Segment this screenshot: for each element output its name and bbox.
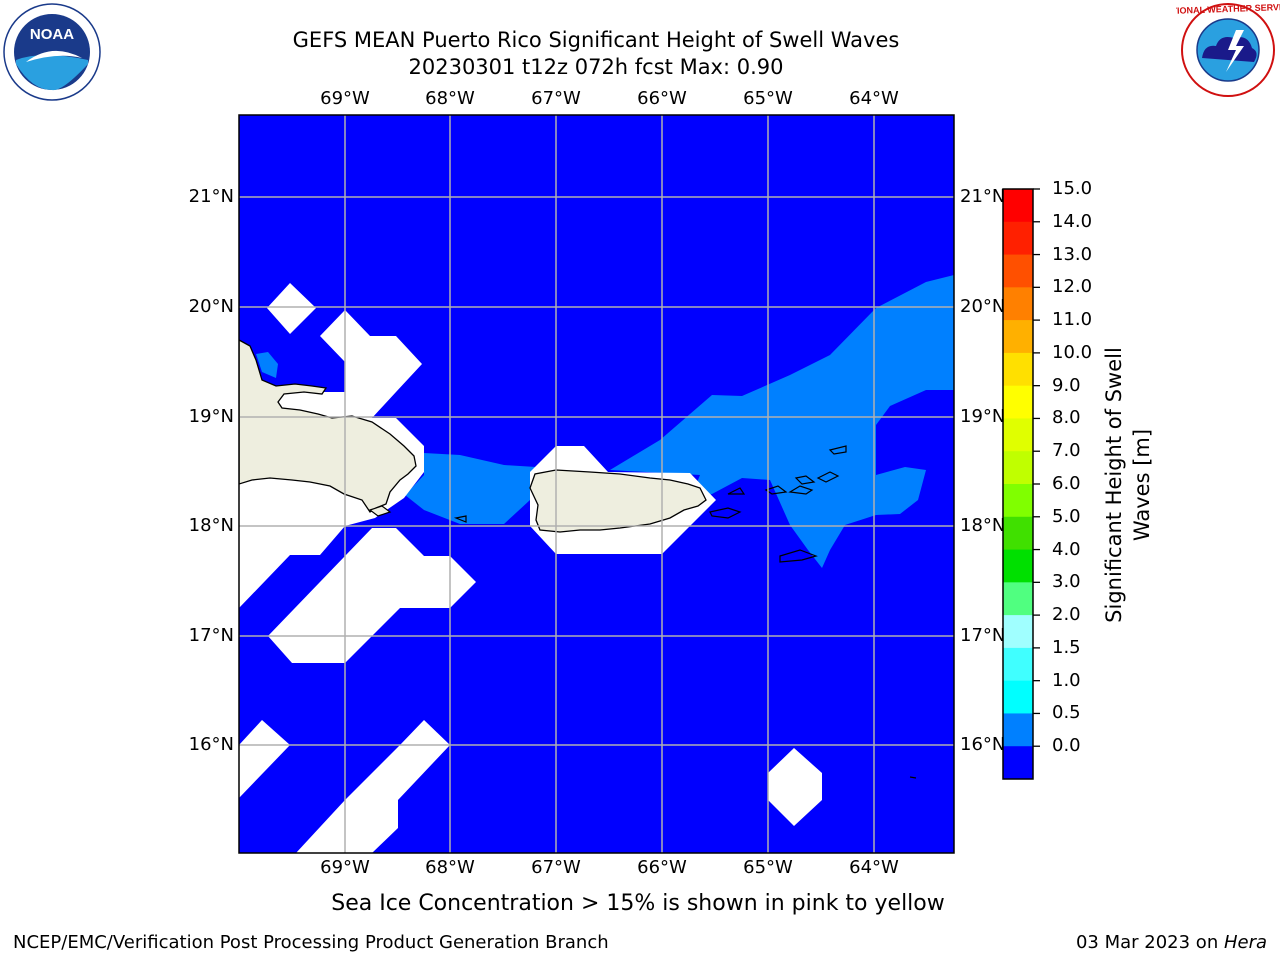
colorbar-tick-label: 14.0 — [1052, 210, 1093, 232]
small-island — [788, 485, 814, 495]
no-data-cell — [268, 528, 476, 663]
colorbar-tick-label: 0.5 — [1052, 702, 1081, 724]
map-plot-area — [239, 115, 954, 853]
colorbar-bin — [1003, 746, 1033, 780]
colorbar-tick-label: 7.0 — [1052, 440, 1081, 462]
colorbar-tick-label: 0.0 — [1052, 735, 1081, 757]
colorbar-tick-marks — [1033, 188, 1040, 747]
colorbar-tick-label: 15.0 — [1052, 178, 1093, 199]
footer-date-text: 03 Mar 2023 on — [1075, 932, 1224, 953]
colorbar-bin — [1003, 484, 1033, 518]
lon-label-top: 65°W — [743, 88, 793, 109]
small-island — [709, 507, 742, 519]
colorbar-bin — [1003, 352, 1033, 387]
footer-credit: NCEP/EMC/Verification Post Processing Pr… — [13, 932, 609, 953]
lon-label-top: 64°W — [849, 88, 899, 109]
small-island — [794, 475, 816, 485]
colorbar-tick-label: 1.0 — [1052, 669, 1081, 691]
colorbar-tick-label: 5.0 — [1052, 505, 1081, 527]
small-island — [727, 487, 746, 495]
lat-label-right: 16°N — [960, 734, 1006, 755]
small-island — [764, 485, 788, 495]
small-island — [453, 515, 467, 523]
lon-label-top: 69°W — [320, 88, 370, 109]
lon-label-bottom: 65°W — [743, 857, 793, 878]
small-island — [779, 549, 818, 563]
colorbar-tick-label: 12.0 — [1052, 276, 1093, 298]
colorbar-bin — [1003, 189, 1033, 223]
colorbar-tick-label: 6.0 — [1052, 473, 1081, 494]
no-data-cell — [768, 748, 822, 826]
colorbar-bin — [1003, 221, 1033, 256]
colorbar-tick-label: 9.0 — [1052, 374, 1081, 396]
noaa-logo-text: NOAA — [30, 26, 74, 43]
colorbar-bin — [1003, 647, 1033, 682]
map-frame — [238, 114, 955, 854]
footer-date: 03 Mar 2023 on Hera — [1076, 932, 1267, 954]
no-data-cell — [296, 720, 450, 853]
colorbar-tick-label: 8.0 — [1052, 407, 1081, 429]
map-graticule — [239, 115, 954, 853]
colorbar-tick-label: 4.0 — [1052, 538, 1081, 560]
lat-label-right: 19°N — [960, 406, 1006, 427]
colorbar-bin — [1003, 451, 1033, 485]
footer-machine: Hera — [1223, 932, 1267, 953]
small-island — [368, 505, 392, 517]
colorbar-bin — [1003, 287, 1033, 321]
nws-logo-icon: NATIONAL WEATHER SERVICE — [1176, 2, 1280, 97]
chart-subtitle-forecast-info: 20230301 t12z 072h fcst Max: 0.90 — [408, 55, 784, 79]
lon-label-bottom: 69°W — [320, 857, 370, 878]
colorbar-tick-label: 3.0 — [1052, 571, 1081, 593]
colorbar-bins — [1003, 189, 1033, 780]
lat-label-left: 19°N — [188, 406, 234, 427]
colorbar-tick-label: 2.0 — [1052, 604, 1081, 626]
lat-label-right: 21°N — [960, 186, 1006, 207]
small-island — [909, 776, 917, 779]
colorbar-bin — [1003, 549, 1033, 583]
lat-label-left: 16°N — [188, 734, 234, 755]
colorbar-axis-label: Significant Height of Swell Waves [m] — [1102, 347, 1154, 623]
lat-label-left: 18°N — [188, 515, 234, 536]
lon-label-bottom: 68°W — [425, 857, 475, 878]
colorbar-bin — [1003, 320, 1033, 354]
small-island — [828, 445, 847, 455]
lat-label-right: 17°N — [960, 625, 1006, 646]
lat-label-right: 20°N — [960, 296, 1006, 317]
colorbar-tick-label: 10.0 — [1052, 341, 1093, 363]
sea-ice-note: Sea Ice Concentration > 15% is shown in … — [331, 891, 945, 916]
swell-band-0-5m-west — [405, 453, 536, 524]
nws-ring-text: NATIONAL WEATHER SERVICE — [1176, 2, 1280, 17]
lat-label-left: 17°N — [188, 625, 234, 646]
colorbar-bin — [1003, 254, 1033, 288]
noaa-logo-icon: NOAA — [3, 3, 101, 101]
lon-label-bottom: 64°W — [849, 857, 899, 878]
colorbar-bin — [1003, 516, 1033, 551]
colorbar-tick-label: 1.5 — [1052, 636, 1081, 658]
colorbar-bin — [1003, 385, 1033, 419]
hispaniola-land — [239, 339, 417, 513]
colorbar-tick-label: 13.0 — [1052, 243, 1093, 265]
colorbar-bin — [1003, 713, 1033, 747]
colorbar-bin — [1003, 680, 1033, 714]
lon-label-top: 68°W — [425, 88, 475, 109]
no-data-cell — [239, 720, 290, 798]
lon-label-top: 67°W — [531, 88, 581, 109]
chart-title: GEFS MEAN Puerto Rico Significant Height… — [292, 28, 900, 52]
lat-label-right: 18°N — [960, 515, 1006, 536]
colorbar-bin — [1003, 418, 1033, 452]
lon-label-bottom: 67°W — [531, 857, 581, 878]
lat-label-left: 21°N — [188, 186, 234, 207]
small-island — [816, 471, 840, 483]
no-data-cell — [267, 283, 316, 334]
colorbar-tick-label: 11.0 — [1052, 309, 1093, 331]
lat-label-left: 20°N — [188, 296, 234, 317]
colorbar-bin — [1003, 615, 1033, 649]
colorbar-bin — [1003, 582, 1033, 616]
swell-band-0-5m-nw — [256, 352, 278, 378]
lon-label-top: 66°W — [637, 88, 687, 109]
lon-label-bottom: 66°W — [637, 857, 687, 878]
